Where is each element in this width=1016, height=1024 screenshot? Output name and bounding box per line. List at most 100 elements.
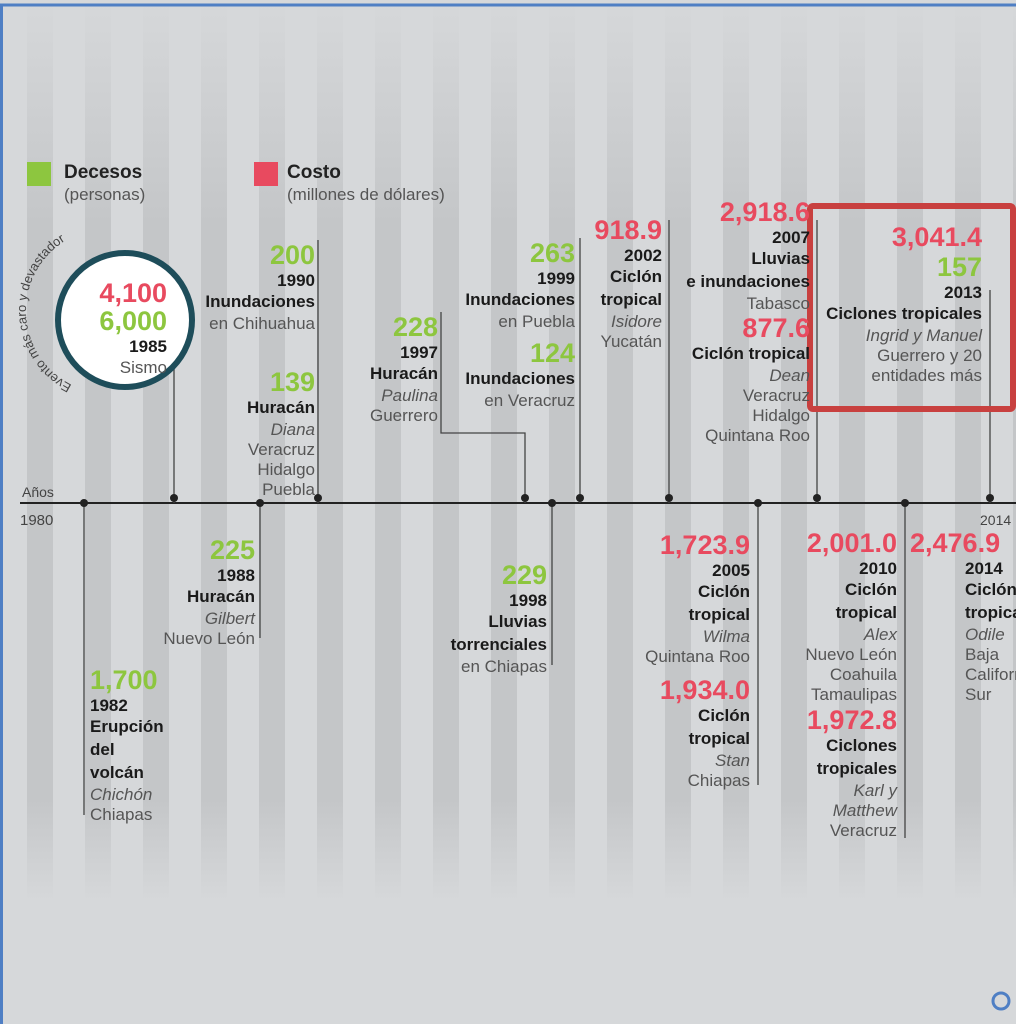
cost-value: 1,972.8 xyxy=(807,705,897,735)
event-name: torrenciales xyxy=(451,635,547,654)
connectors xyxy=(80,220,994,838)
event-place: Tamaulipas xyxy=(811,685,897,704)
event-name: tropical xyxy=(601,290,662,309)
corner-handle xyxy=(991,991,1011,1011)
highlight-box xyxy=(807,203,1016,412)
event-named: Dean xyxy=(769,366,810,385)
event-place: Chiapas xyxy=(688,771,750,790)
event-year: 2013 xyxy=(944,283,982,302)
legend-subtitle: (millones de dólares) xyxy=(287,185,445,204)
cost-value: 877.6 xyxy=(742,313,810,343)
event-place: Quintana Roo xyxy=(705,426,810,445)
cost-value: 918.9 xyxy=(594,215,662,245)
event-name: Ciclones xyxy=(826,736,897,755)
featured-circle xyxy=(55,250,195,390)
event-named: Ingrid y Manuel xyxy=(866,326,983,345)
event-name: Ciclón xyxy=(965,580,1016,599)
event-name: Ciclón xyxy=(698,582,750,601)
event-place: Chiapas xyxy=(90,805,152,824)
event-named: Wilma xyxy=(703,627,750,646)
event-name: tropical xyxy=(689,605,750,624)
event-year: 1997 xyxy=(400,343,438,362)
axis-end: 2014 xyxy=(980,512,1011,528)
event-named: Paulina xyxy=(381,386,438,405)
event-name: del xyxy=(90,740,115,759)
deaths-value: 200 xyxy=(270,240,315,270)
event-year: 2010 xyxy=(859,559,897,578)
event-name: e inundaciones xyxy=(686,272,810,291)
event-place: Sur xyxy=(965,685,992,704)
legend-swatch xyxy=(27,162,51,186)
deaths-value: 263 xyxy=(530,238,575,268)
event-name: Erupción xyxy=(90,717,164,736)
event-named: Matthew xyxy=(833,801,899,820)
deaths-value: 228 xyxy=(393,312,438,342)
event-place: Puebla xyxy=(262,480,315,499)
event-year: 2005 xyxy=(712,561,750,580)
event-name: Ciclones tropicales xyxy=(826,304,982,323)
axis-start: 1980 xyxy=(20,512,53,529)
event-name: Ciclón tropical xyxy=(692,344,810,363)
event-year: 1990 xyxy=(277,271,315,290)
event-year: 2014 xyxy=(965,559,1003,578)
event-name: Huracán xyxy=(370,364,438,383)
event-place: en Chiapas xyxy=(461,657,547,676)
event-year: 2007 xyxy=(772,228,810,247)
cost-value: 2,476.9 xyxy=(910,528,1000,558)
event-year: 1982 xyxy=(90,696,128,715)
event-place: Yucatán xyxy=(601,332,662,351)
event-place: en Puebla xyxy=(498,312,575,331)
deaths-value: 229 xyxy=(502,560,547,590)
event-year: 1988 xyxy=(217,566,255,585)
legend-title: Decesos xyxy=(64,162,142,183)
event-name: Ciclón xyxy=(845,580,897,599)
event-named: Karl y xyxy=(854,781,899,800)
deaths-value: 225 xyxy=(210,535,255,565)
event-named: Gilbert xyxy=(205,609,256,628)
event-place: Tabasco xyxy=(747,294,810,313)
event-named: Odile xyxy=(965,625,1005,644)
deaths-value: 157 xyxy=(937,252,982,282)
cost-value: 2,918.6 xyxy=(720,197,810,227)
legend-subtitle: (personas) xyxy=(64,185,145,204)
cost-value: 1,723.9 xyxy=(660,530,750,560)
event-name: Ciclón xyxy=(610,267,662,286)
cost-value: 2,001.0 xyxy=(807,528,897,558)
event-place: Quintana Roo xyxy=(645,647,750,666)
event-name: Inundaciones xyxy=(465,290,575,309)
event-place: Veracruz xyxy=(248,440,315,459)
deaths-value: 139 xyxy=(270,367,315,397)
deaths-value: 124 xyxy=(530,338,575,368)
event-place: Veracruz xyxy=(743,386,810,405)
event-name: volcán xyxy=(90,763,144,782)
featured-deaths: 6,000 xyxy=(99,306,167,336)
event-place: Hidalgo xyxy=(752,406,810,425)
event-name: Inundaciones xyxy=(465,369,575,388)
event-name: tropical xyxy=(689,729,750,748)
event-name: tropicales xyxy=(817,759,897,778)
event-named: Stan xyxy=(715,751,750,770)
legend-swatch xyxy=(254,162,278,186)
event-name: Inundaciones xyxy=(205,292,315,311)
event-place: Guerrero y 20 xyxy=(877,346,982,365)
frame xyxy=(0,3,1016,1024)
event-place: en Veracruz xyxy=(484,391,575,410)
event-place: Hidalgo xyxy=(257,460,315,479)
event-name: tropical xyxy=(965,603,1016,622)
featured-event: Sismo xyxy=(120,358,167,377)
event-place: Veracruz xyxy=(830,821,897,840)
cost-value: 3,041.4 xyxy=(892,222,982,252)
event-place: Nuevo León xyxy=(805,645,897,664)
event-name: Lluvias xyxy=(488,612,547,631)
event-named: Chichón xyxy=(90,785,152,804)
event-place: Nuevo León xyxy=(163,629,255,648)
event-name: tropical xyxy=(836,603,897,622)
event-name: Huracán xyxy=(247,398,315,417)
event-place: Guerrero xyxy=(370,406,438,425)
cost-value: 1,934.0 xyxy=(660,675,750,705)
event-name: Ciclón xyxy=(698,706,750,725)
legend-title: Costo xyxy=(287,162,341,183)
event-place: entidades más xyxy=(871,366,982,385)
event-named: Isidore xyxy=(611,312,662,331)
